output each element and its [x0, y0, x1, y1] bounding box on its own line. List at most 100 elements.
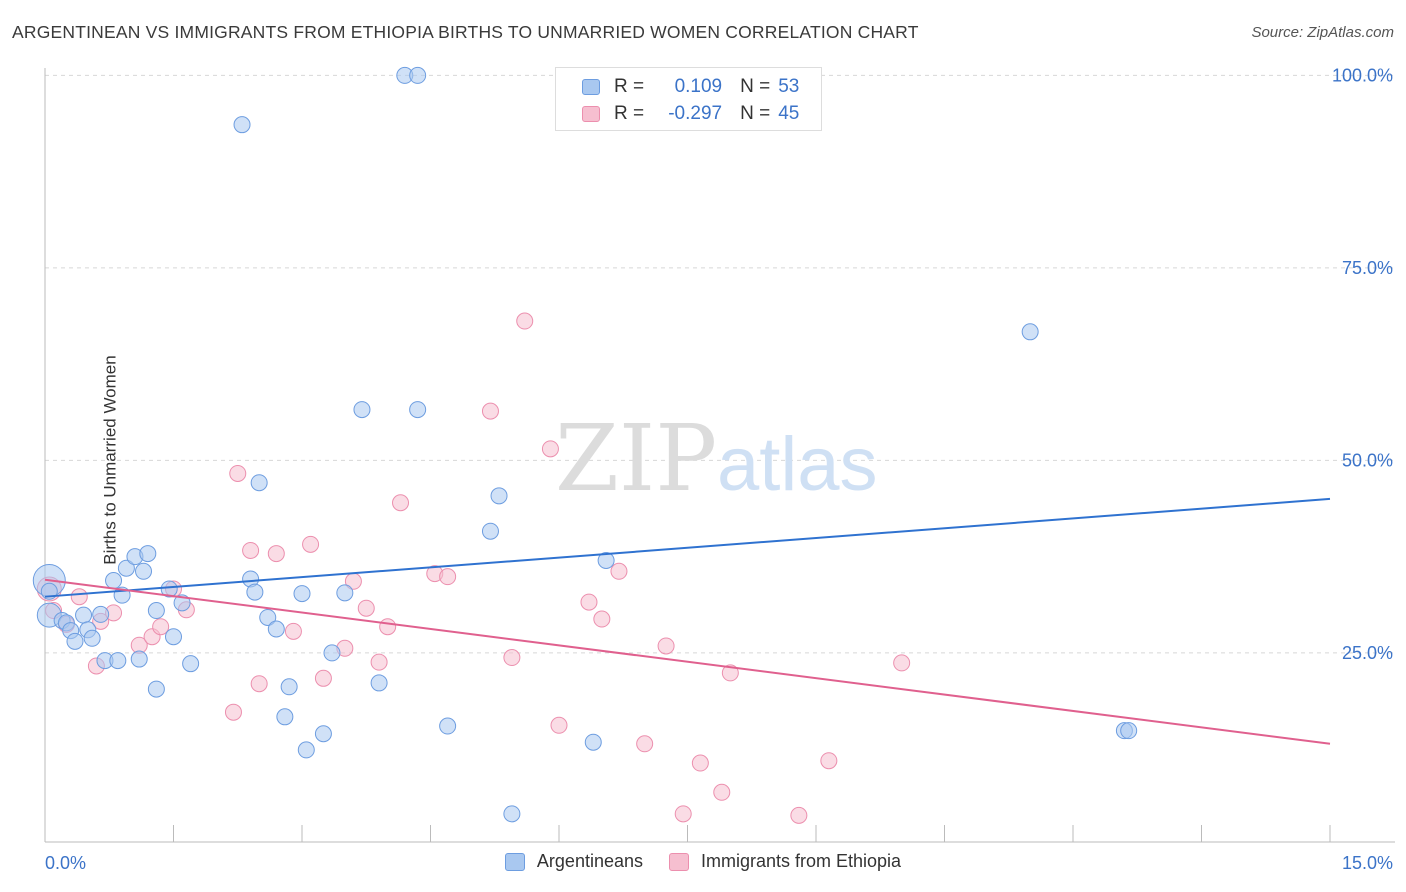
point-ethiopia — [790, 806, 808, 824]
trend-line-argentineans — [44, 497, 1331, 598]
point-argentineans — [182, 655, 200, 673]
point-ethiopia — [152, 618, 170, 636]
x-tick-label: 0.0% — [45, 853, 86, 873]
point-argentineans — [1120, 722, 1138, 740]
point-argentineans — [597, 552, 615, 569]
legend-item-argentineans[interactable]: Argentineans — [504, 851, 643, 872]
point-argentineans — [66, 632, 84, 650]
point-ethiopia — [314, 669, 332, 687]
point-argentineans — [75, 606, 93, 624]
point-ethiopia — [242, 541, 260, 559]
source-label: Source: ZipAtlas.com — [1251, 24, 1394, 41]
series-immigrants-ethiopia-points — [36, 312, 911, 824]
point-argentineans — [139, 545, 157, 563]
gridlines — [45, 74, 1395, 654]
legend-r-value: -0.297 — [668, 103, 723, 124]
point-argentineans — [503, 805, 521, 823]
point-ethiopia — [439, 568, 457, 586]
point-ethiopia — [593, 610, 611, 628]
series-legend: Argentineans Immigrants from Ethiopia — [0, 851, 1406, 872]
point-argentineans — [165, 628, 182, 646]
legend-swatch-blue — [504, 852, 525, 871]
point-ethiopia — [284, 622, 302, 640]
point-ethiopia — [713, 783, 731, 801]
point-argentineans — [135, 562, 153, 580]
point-ethiopia — [379, 618, 397, 636]
point-ethiopia — [893, 654, 911, 672]
legend-n-label: N = — [740, 76, 771, 97]
point-argentineans — [336, 584, 354, 602]
point-ethiopia — [229, 464, 247, 482]
point-ethiopia — [224, 703, 242, 721]
point-argentineans — [297, 741, 315, 759]
point-ethiopia — [267, 545, 285, 563]
point-ethiopia — [503, 649, 521, 667]
point-argentineans — [280, 678, 298, 696]
series-argentineans-points — [32, 66, 1138, 823]
point-argentineans — [439, 717, 457, 735]
tick-labels: 25.0% 50.0% 75.0% 100.0% 0.0% 15.0% — [45, 65, 1393, 873]
point-argentineans — [490, 487, 508, 505]
y-tick-label: 25.0% — [1342, 643, 1393, 663]
legend-row-argentineans: R = 0.109 N = 53 — [582, 74, 799, 100]
point-argentineans — [130, 650, 148, 668]
point-argentineans — [1021, 323, 1039, 341]
point-ethiopia — [550, 716, 568, 734]
point-argentineans — [314, 725, 332, 743]
legend-swatch-blue — [582, 79, 600, 95]
point-argentineans — [250, 474, 268, 492]
point-ethiopia — [636, 735, 654, 753]
point-ethiopia — [516, 312, 534, 330]
point-argentineans — [147, 602, 165, 620]
y-tick-label: 100.0% — [1332, 65, 1393, 85]
point-argentineans — [173, 594, 191, 612]
point-ethiopia — [357, 599, 375, 617]
point-ethiopia — [250, 675, 268, 693]
point-argentineans — [83, 629, 101, 647]
point-ethiopia — [721, 664, 739, 682]
point-argentineans — [109, 652, 127, 670]
point-argentineans — [160, 580, 178, 598]
legend-r-value: 0.109 — [674, 76, 723, 97]
legend-n-value: 53 — [778, 76, 800, 97]
legend-swatch-pink — [669, 852, 689, 871]
point-argentineans — [92, 605, 110, 623]
point-argentineans — [481, 522, 499, 540]
legend-swatch-pink — [582, 106, 600, 122]
point-argentineans — [370, 674, 388, 692]
point-argentineans — [584, 733, 602, 751]
point-ethiopia — [657, 637, 675, 655]
legend-row-ethiopia: R = -0.297 N = 45 — [582, 101, 799, 127]
correlation-legend: R = 0.109 N = 53 R = -0.297 N = 45 — [555, 67, 822, 131]
point-ethiopia — [481, 402, 499, 420]
legend-label-ethiopia: Immigrants from Ethiopia — [701, 851, 902, 871]
point-argentineans — [409, 401, 427, 419]
watermark-atlas: atlas — [717, 422, 878, 507]
point-argentineans — [409, 66, 427, 84]
point-ethiopia — [820, 752, 838, 770]
legend-item-ethiopia[interactable]: Immigrants from Ethiopia — [669, 851, 901, 872]
point-ethiopia — [370, 653, 388, 671]
y-tick-label: 75.0% — [1342, 258, 1393, 278]
point-argentineans — [276, 708, 294, 726]
point-ethiopia — [541, 440, 559, 458]
legend-r-label: R = — [614, 76, 645, 97]
point-ethiopia — [674, 805, 692, 823]
legend-label-argentineans: Argentineans — [536, 851, 643, 871]
trend-lines — [44, 497, 1331, 745]
point-ethiopia — [580, 593, 598, 611]
point-argentineans — [353, 401, 371, 419]
y-axis-label: Births to Unmarried Women — [100, 355, 120, 565]
y-tick-label: 50.0% — [1342, 450, 1393, 470]
axes — [44, 68, 1395, 843]
point-ethiopia — [610, 562, 628, 580]
chart-title: ARGENTINEAN VS IMMIGRANTS FROM ETHIOPIA … — [12, 22, 919, 42]
point-argentineans — [117, 559, 135, 577]
legend-n-label: N = — [740, 103, 771, 124]
point-argentineans — [267, 620, 285, 638]
point-argentineans — [323, 644, 341, 662]
point-ethiopia — [691, 754, 709, 772]
point-argentineans — [293, 585, 311, 603]
trend-line-ethiopia — [44, 578, 1331, 745]
point-ethiopia — [70, 588, 88, 606]
